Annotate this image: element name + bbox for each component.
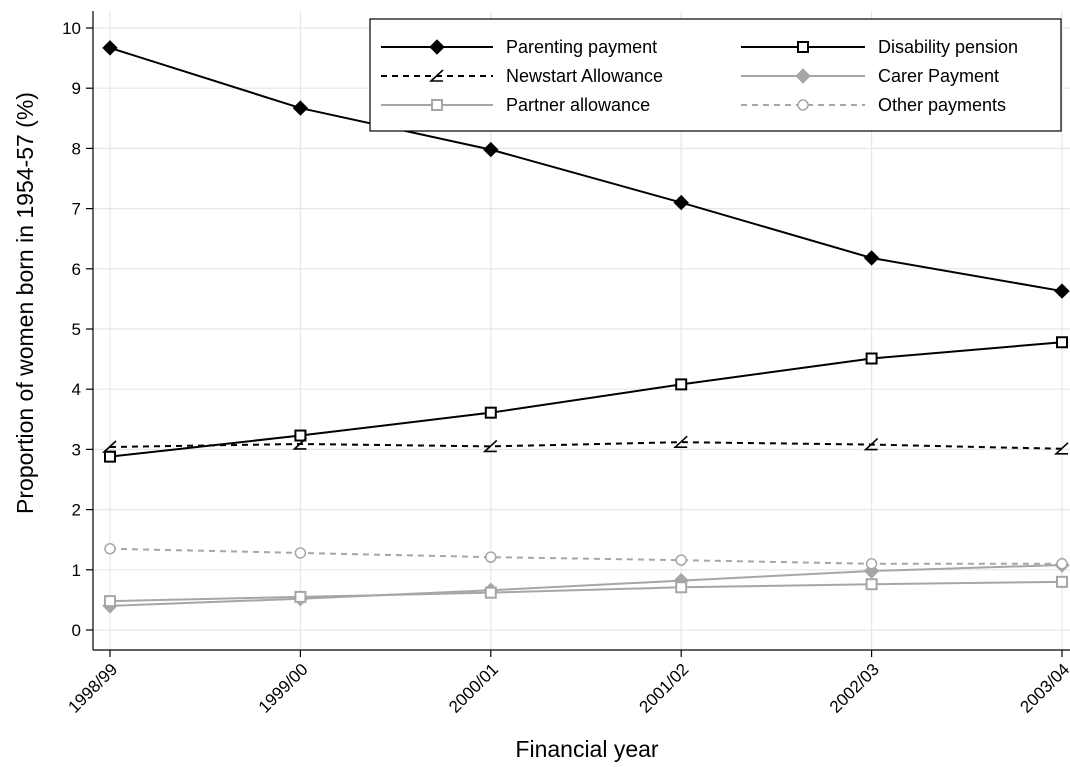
angle-marker [292, 437, 307, 450]
angle-marker [1053, 442, 1069, 455]
angle-marker [428, 69, 444, 82]
series-line [109, 441, 1063, 450]
x-tick-label: 2002/03 [826, 660, 883, 717]
square-marker [1056, 336, 1068, 349]
square-marker [865, 352, 878, 365]
angle-marker [101, 440, 117, 453]
diamond-marker [863, 250, 880, 266]
circle-marker [797, 99, 809, 111]
y-tick-label: 3 [72, 440, 81, 459]
angle-marker [863, 437, 879, 451]
square-marker [294, 429, 307, 442]
square-marker [484, 586, 497, 599]
y-tick-label: 0 [72, 621, 81, 640]
y-tick-label: 5 [72, 320, 81, 339]
y-tick-label: 7 [72, 200, 81, 219]
square-marker [431, 99, 443, 111]
x-tick-label: 1998/99 [64, 660, 121, 717]
circle-marker [104, 542, 116, 555]
diamond-marker [102, 40, 118, 56]
legend-item-disability-pension: Disability pension [741, 37, 1018, 57]
legend: Parenting payment Disability pension Newst… [369, 18, 1062, 132]
diamond-marker [483, 141, 499, 158]
series-line [109, 46, 1063, 293]
angle-marker [673, 435, 688, 448]
legend-label: Newstart Allowance [506, 66, 663, 86]
circle-marker [294, 547, 307, 559]
x-tick-label: 1999/00 [255, 660, 312, 717]
series-other-payments [104, 542, 1068, 570]
square-marker [675, 581, 688, 594]
square-marker [797, 41, 809, 53]
x-tick-label: 2001/02 [636, 660, 693, 717]
series-disability-pension [104, 336, 1068, 463]
legend-label: Other payments [878, 95, 1006, 115]
series-line [109, 563, 1063, 607]
diamond-marker [1054, 283, 1070, 299]
square-marker [865, 578, 878, 591]
series-line [109, 341, 1063, 458]
legend-label: Carer Payment [878, 66, 999, 86]
square-marker [484, 406, 497, 419]
y-tick-label: 2 [72, 501, 81, 520]
y-tick-label: 10 [62, 19, 81, 38]
circle-marker [865, 558, 878, 570]
gridlines [93, 11, 1070, 650]
square-marker [104, 450, 116, 463]
diamond-marker [673, 194, 689, 211]
legend-label: Disability pension [878, 37, 1018, 57]
series-newstart-allowance [101, 435, 1069, 455]
series-line [109, 547, 1062, 565]
legend-item-carer-payment: Carer Payment [741, 66, 999, 86]
y-tick-label: 8 [72, 139, 81, 158]
legend-item-other-payments: Other payments [741, 95, 1006, 115]
diamond-marker [292, 100, 309, 116]
series-carer-payment [102, 557, 1070, 614]
circle-marker [1056, 558, 1068, 570]
series-line [109, 580, 1063, 603]
x-tick-label: 2000/01 [445, 660, 502, 717]
legend-item-parenting-payment: Parenting payment [381, 37, 657, 57]
series-parenting-payment [102, 40, 1070, 299]
square-marker [104, 595, 116, 608]
square-marker [1056, 575, 1068, 588]
y-tick-label: 4 [72, 380, 81, 399]
x-axis-title: Financial year [515, 736, 659, 762]
circle-marker [675, 554, 687, 566]
series-partner-allowance [104, 575, 1068, 608]
legend-item-newstart-allowance: Newstart Allowance [381, 66, 663, 86]
y-tick-label: 9 [72, 79, 81, 98]
y-tick-label: 6 [72, 260, 81, 279]
angle-marker [482, 439, 498, 453]
circle-marker [485, 551, 497, 563]
legend-item-partner-allowance: Partner allowance [381, 95, 650, 115]
x-tick-label: 2003/04 [1016, 660, 1070, 717]
square-marker [675, 378, 688, 391]
diamond-marker [429, 39, 445, 55]
diamond-marker [795, 68, 811, 84]
y-tick-label: 1 [72, 561, 81, 580]
legend-label: Partner allowance [506, 95, 650, 115]
series-layer [101, 40, 1070, 614]
legend-label: Parenting payment [506, 37, 657, 57]
y-axis-title: Proportion of women born in 1954-57 (%) [12, 92, 38, 514]
square-marker [294, 590, 307, 603]
